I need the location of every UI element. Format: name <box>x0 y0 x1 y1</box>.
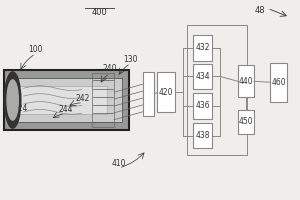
Bar <box>193 123 212 148</box>
Text: 410: 410 <box>112 159 126 168</box>
Text: 242: 242 <box>76 94 90 103</box>
Bar <box>9 78 122 122</box>
Text: 240: 240 <box>103 64 117 73</box>
Bar <box>158 72 175 112</box>
Text: 130: 130 <box>123 55 138 64</box>
Text: 436: 436 <box>195 101 210 110</box>
Text: 450: 450 <box>238 117 253 126</box>
Bar <box>238 65 254 97</box>
Text: 48: 48 <box>255 6 265 15</box>
Bar <box>187 25 247 155</box>
Bar <box>270 63 287 102</box>
Text: 460: 460 <box>271 78 286 87</box>
Text: 420: 420 <box>159 88 174 97</box>
Text: 400: 400 <box>92 8 107 17</box>
Bar <box>92 73 114 127</box>
Text: 434: 434 <box>195 72 210 81</box>
Text: 432: 432 <box>196 43 210 52</box>
Bar <box>193 35 212 61</box>
Ellipse shape <box>4 72 21 128</box>
Text: 440: 440 <box>238 77 253 86</box>
Text: 244: 244 <box>58 105 73 114</box>
Bar <box>238 110 254 134</box>
Bar <box>193 64 212 89</box>
Ellipse shape <box>7 80 18 120</box>
Bar <box>4 70 129 130</box>
Bar <box>193 93 212 119</box>
Text: 438: 438 <box>196 131 210 140</box>
Bar <box>142 72 154 116</box>
Bar <box>12 86 107 114</box>
Text: 224: 224 <box>14 104 28 113</box>
Text: 100: 100 <box>28 45 43 54</box>
